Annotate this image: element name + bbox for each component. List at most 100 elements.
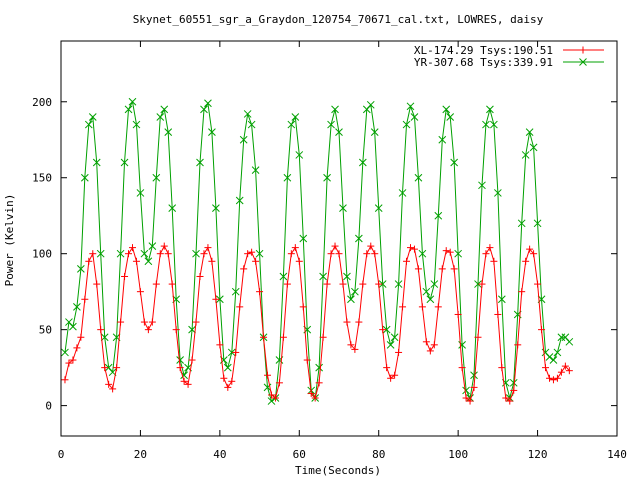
data-point (506, 397, 514, 405)
data-point (188, 325, 196, 334)
x-tick-label: 80 (372, 448, 385, 461)
data-point (351, 345, 359, 353)
data-point (80, 173, 89, 182)
data-point (212, 204, 220, 212)
data-point (299, 234, 308, 243)
data-point (534, 280, 542, 288)
data-point (331, 242, 339, 250)
data-point (383, 364, 391, 372)
legend-marker-yr-glyph (579, 58, 587, 66)
data-point (434, 211, 443, 220)
data-point (176, 356, 184, 364)
data-point (311, 394, 319, 402)
x-tick-label: 0 (58, 448, 65, 461)
series-xl (61, 242, 573, 405)
data-point (88, 113, 97, 121)
data-point (370, 128, 379, 137)
data-point (287, 120, 296, 129)
data-point (430, 280, 439, 288)
data-point (212, 295, 220, 303)
y-tick-label: 200 (32, 96, 52, 109)
data-point (240, 265, 248, 273)
data-point (406, 102, 415, 111)
data-point (248, 248, 256, 256)
data-point (156, 250, 164, 258)
data-point (251, 166, 260, 174)
data-point (73, 344, 81, 352)
data-point (526, 245, 534, 253)
data-point (414, 265, 422, 273)
data-point (136, 288, 144, 296)
data-point (271, 394, 279, 402)
data-point (224, 383, 232, 391)
data-point (196, 158, 204, 167)
data-point (482, 120, 490, 129)
data-point (144, 257, 153, 266)
data-point (84, 120, 93, 129)
data-point (247, 120, 256, 129)
y-tick-label: 50 (39, 324, 52, 337)
data-point (347, 295, 355, 304)
data-point (418, 249, 427, 258)
chart-title: Skynet_60551_sgr_a_Graydon_120754_70671_… (133, 13, 544, 26)
data-point (498, 364, 506, 372)
data-point (450, 158, 459, 167)
data-point (355, 234, 363, 243)
data-point (101, 364, 109, 372)
data-point (478, 181, 486, 190)
data-point (231, 287, 240, 296)
data-point (144, 326, 152, 334)
y-axis-label: Power (Kelvin) (3, 194, 16, 287)
data-point (378, 280, 387, 288)
data-point (200, 105, 208, 114)
data-point (434, 303, 442, 311)
data-point (422, 287, 431, 296)
data-point (323, 280, 331, 288)
data-point (542, 364, 550, 372)
data-point (557, 368, 565, 376)
data-point (521, 151, 530, 159)
data-point (395, 348, 403, 356)
data-point (223, 363, 232, 372)
data-point (410, 245, 418, 253)
data-point (331, 105, 339, 114)
series-line (64, 100, 570, 402)
data-point (490, 120, 498, 129)
x-tick-label: 100 (448, 448, 468, 461)
data-point (549, 376, 557, 384)
data-point (422, 338, 430, 346)
legend-marker-yr (579, 58, 587, 66)
data-point (125, 250, 133, 258)
x-tick-label: 120 (528, 448, 548, 461)
data-point (239, 135, 248, 144)
data-point (391, 371, 399, 379)
data-point (172, 326, 180, 334)
data-point (97, 326, 105, 334)
data-point (387, 374, 395, 382)
data-point (382, 325, 391, 334)
data-point (486, 105, 494, 114)
data-point (117, 318, 125, 326)
data-point (494, 310, 502, 318)
data-point (283, 280, 291, 288)
data-point (69, 322, 77, 331)
data-point (339, 280, 347, 288)
data-point (335, 128, 343, 137)
data-point (93, 280, 101, 288)
data-point (529, 143, 538, 152)
data-point (176, 364, 184, 372)
data-point (180, 377, 188, 385)
data-point (553, 374, 561, 382)
data-point (236, 303, 244, 311)
x-axis: 0 20 40 60 80 100 120 140 (58, 41, 627, 461)
x-axis-label: Time(Seconds) (295, 464, 381, 477)
data-point (204, 99, 212, 108)
data-point (442, 247, 450, 255)
data-point (228, 377, 236, 385)
data-point (426, 347, 434, 355)
data-point (386, 340, 395, 349)
data-point (140, 249, 149, 258)
data-point (462, 386, 470, 395)
data-point (303, 356, 311, 364)
data-point (367, 242, 375, 250)
